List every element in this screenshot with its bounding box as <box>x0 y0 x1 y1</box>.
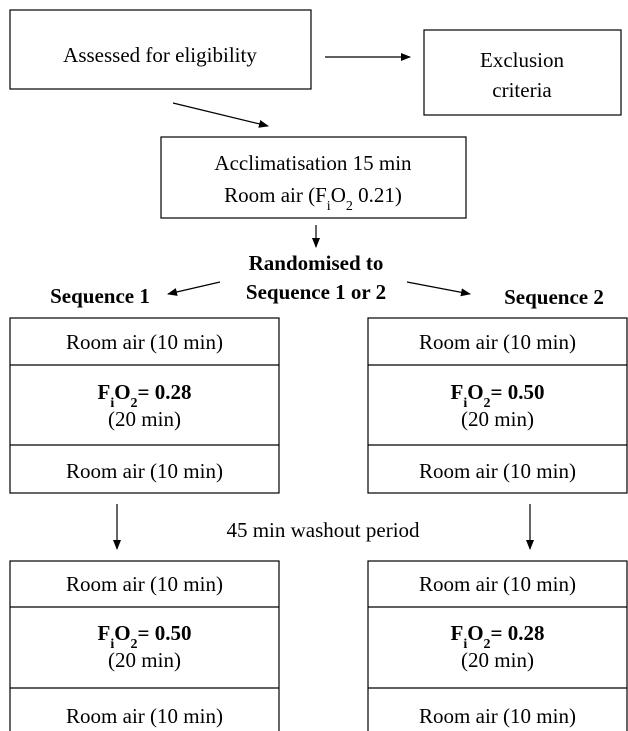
intervention-label: FiO2= 0.50 <box>97 621 191 652</box>
phase-box <box>9 560 280 731</box>
exclusion-box <box>423 29 622 116</box>
subscript: i <box>110 396 114 411</box>
duration-label: (20 min) <box>108 648 181 672</box>
text-part: 0.21) <box>353 183 402 207</box>
duration-label: (20 min) <box>461 648 534 672</box>
acclimatisation-label: Acclimatisation 15 min <box>214 151 412 175</box>
subscript: i <box>327 199 331 214</box>
subscript: 2 <box>484 637 491 652</box>
phase-label: Room air (10 min) <box>419 330 576 354</box>
phase-box <box>367 317 628 494</box>
subscript: 2 <box>131 396 138 411</box>
arrow <box>167 281 221 296</box>
randomisation-label: Randomised to <box>249 251 384 275</box>
text-part: O <box>331 183 346 207</box>
phase-box <box>367 560 628 731</box>
text-part: = 0.50 <box>491 380 545 404</box>
text-part: F <box>97 621 110 645</box>
text-part: O <box>467 621 483 645</box>
subscript: i <box>463 637 467 652</box>
phase-label: Room air (10 min) <box>419 459 576 483</box>
exclusion-label: criteria <box>492 78 552 102</box>
phase-label: Room air (10 min) <box>419 704 576 728</box>
text-part: Room air (F <box>224 183 327 207</box>
intervention-label: FiO2= 0.28 <box>97 380 191 411</box>
text-part: O <box>467 380 483 404</box>
text-part: F <box>450 380 463 404</box>
arrow <box>172 102 269 128</box>
subscript: i <box>110 637 114 652</box>
text-part: F <box>97 380 110 404</box>
sequence-label: Sequence 1 <box>50 284 150 308</box>
phase-label: Room air (10 min) <box>66 330 223 354</box>
duration-label: (20 min) <box>461 407 534 431</box>
subscript: 2 <box>131 637 138 652</box>
text-part: = 0.28 <box>138 380 192 404</box>
subscript: i <box>463 396 467 411</box>
phase-label: Room air (10 min) <box>66 572 223 596</box>
assessed-box <box>9 9 312 90</box>
duration-label: (20 min) <box>108 407 181 431</box>
phase-label: Room air (10 min) <box>66 459 223 483</box>
text-part: F <box>450 621 463 645</box>
randomisation-label: Sequence 1 or 2 <box>246 280 386 304</box>
acclimatisation-box <box>160 136 467 219</box>
phase-box <box>9 317 280 494</box>
sequence-label: Sequence 2 <box>504 285 604 309</box>
phase-label: Room air (10 min) <box>66 704 223 728</box>
text-part: O <box>114 380 130 404</box>
intervention-label: FiO2= 0.50 <box>450 380 544 411</box>
subscript: 2 <box>346 199 353 214</box>
acclimatisation-label: Room air (FiO2 0.21) <box>224 183 402 214</box>
arrow <box>406 281 471 297</box>
assessed-label: Assessed for eligibility <box>63 43 257 67</box>
exclusion-label: Exclusion <box>480 48 564 72</box>
text-part: = 0.28 <box>491 621 545 645</box>
subscript: 2 <box>484 396 491 411</box>
text-part: O <box>114 621 130 645</box>
phase-label: Room air (10 min) <box>419 572 576 596</box>
text-part: = 0.50 <box>138 621 192 645</box>
washout-label: 45 min washout period <box>226 518 420 542</box>
intervention-label: FiO2= 0.28 <box>450 621 544 652</box>
